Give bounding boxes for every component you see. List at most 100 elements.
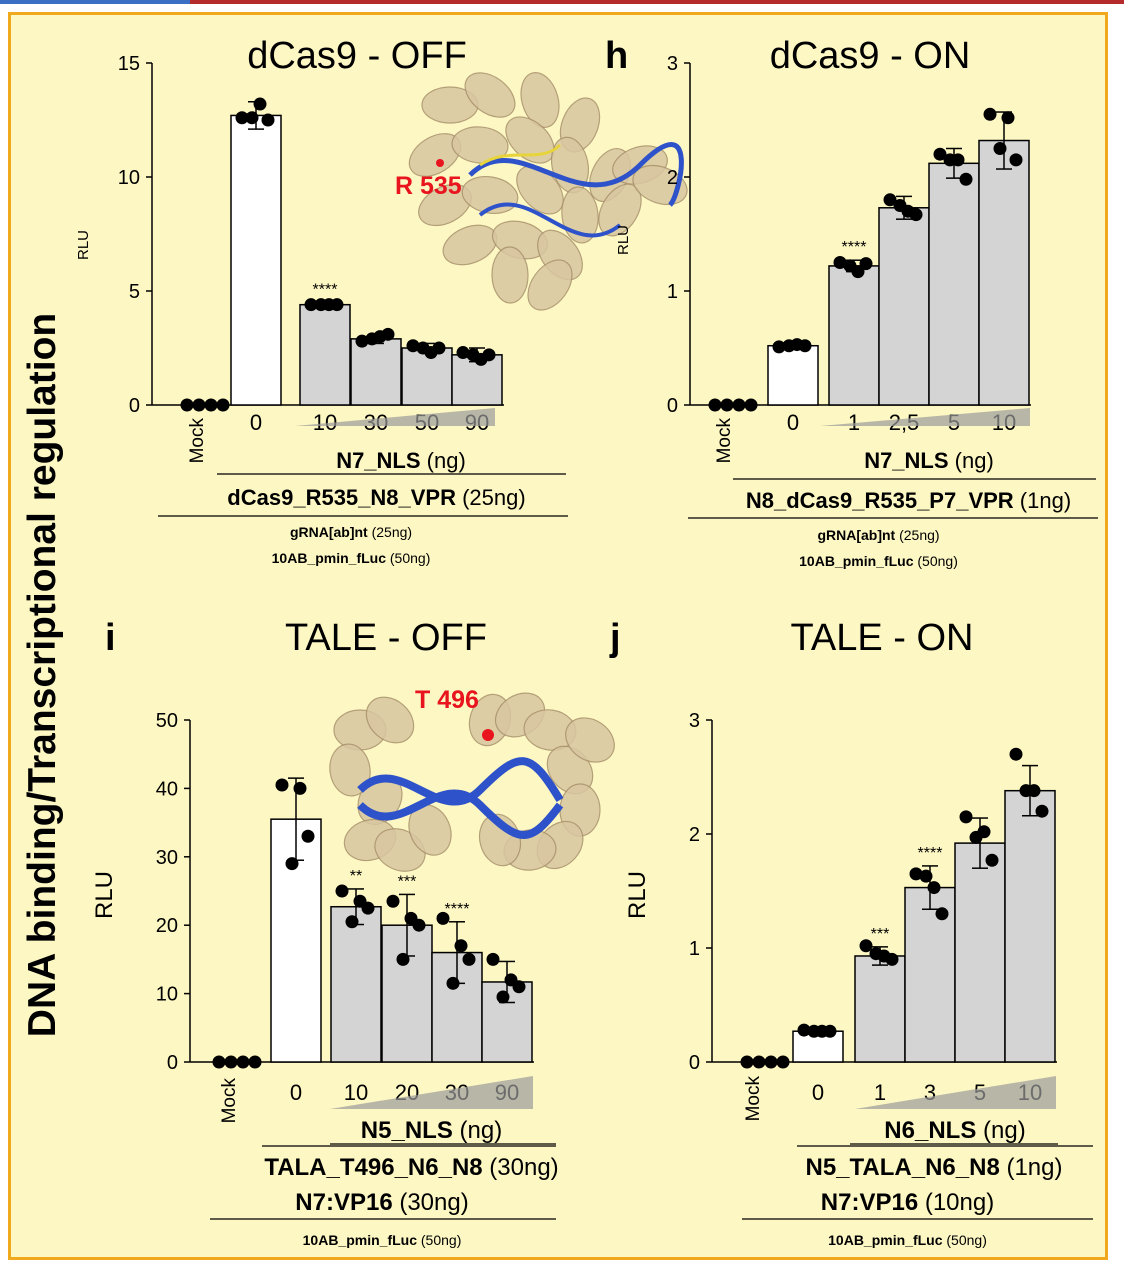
replicate-dot [732,398,746,412]
y-tick-label: 5 [129,281,140,303]
bar [299,303,351,406]
replicate-dot [993,142,1007,155]
replicate-dot [720,398,734,412]
bar [767,344,819,406]
y-tick-label: 0 [667,395,678,417]
replicate-dot [983,107,997,121]
replicate-dot [204,398,218,412]
nucleic-acid-strand [478,202,622,238]
chart-panel: TALE - ONj0123RLUMock0***1****3510N6_NLS… [609,617,1093,1248]
replicate-dot [245,111,259,125]
replicate-dot [335,884,349,898]
y-tick-label: 30 [156,847,178,869]
replicate-dot [935,907,949,921]
label-row-name: gRNA[ab]nt [817,527,899,543]
y-tick-label: 3 [689,710,700,732]
bar [230,114,282,406]
y-tick-label: 50 [156,710,178,732]
significance-label: *** [398,873,417,890]
replicate-dot [959,172,973,186]
replicate-dot [869,947,883,961]
replicate-dot [285,857,299,871]
panel-letter: j [609,617,621,659]
replicate-dot [708,398,722,412]
replicate-dot [192,398,206,412]
label-row-amount: (30ng) [399,1189,468,1216]
label-row-name: N7:VP16 [821,1189,925,1216]
replicate-dot [454,939,468,953]
replicate-dot [1019,784,1033,798]
label-row: 10AB_pmin_fLuc (50ng) [303,1232,462,1248]
label-row: dCas9_R535_N8_VPR (25ng) [227,485,525,510]
replicate-dot [843,259,857,273]
bar [792,1030,844,1063]
x-category-label: 0 [290,1080,302,1105]
replicate-dot [883,193,897,207]
replicate-dot [224,1055,238,1069]
label-row: 10AB_pmin_fLuc (50ng) [828,1232,987,1248]
protein-domain [527,259,573,311]
label-row: gRNA[ab]nt (25ng) [817,527,939,543]
x-category-label: 1 [874,1080,886,1105]
replicate-dot [446,976,460,990]
y-tick-label: 0 [167,1052,178,1074]
protein-domain [516,165,564,215]
residue-marker [482,729,494,741]
replicate-dot [909,867,923,881]
label-row-amount: (ng) [983,1117,1026,1144]
replicate-dot [823,1024,837,1038]
x-category-label: Mock [714,418,735,464]
y-axis-label: RLU [91,871,118,919]
replicate-dot [236,1055,250,1069]
dna-helix-strand [357,757,564,806]
y-axis-label: RLU [624,871,651,919]
y-axis-label: RLU [75,230,92,260]
replicate-dot [253,97,267,111]
replicate-dot [235,111,249,125]
y-tick-label: 0 [689,1052,700,1074]
x-category-label: Mock [219,1078,240,1124]
top-accent-blue [0,0,190,4]
replicate-dot [416,341,430,355]
label-row-name: N7_NLS [864,448,954,473]
y-tick-label: 1 [689,938,700,960]
replicate-dot [412,918,426,932]
x-category-label: 10 [344,1080,368,1105]
x-category-label: Mock [187,418,208,464]
replicate-dot [798,339,812,353]
replicate-dot [462,952,476,966]
replicate-dot [933,147,947,161]
structure-residue-label: R 535 [395,172,462,200]
x-category-label: 0 [250,410,262,435]
protein-domain [520,72,560,128]
top-accent-red [190,0,1124,4]
residue-marker [436,159,444,167]
replicate-dot [782,339,796,353]
replicate-dot [456,346,470,360]
replicate-dot [927,881,941,895]
replicate-dot [859,939,873,953]
replicate-dot [797,1023,811,1037]
replicate-dot [301,829,315,843]
replicate-dot [386,894,400,908]
replicate-dot [355,334,369,348]
replicate-dot [293,781,307,795]
y-tick-label: 0 [129,395,140,417]
replicate-dot [345,915,359,929]
replicate-dot [764,1055,778,1069]
replicate-dot [909,208,923,222]
y-tick-label: 10 [118,167,140,189]
label-row-amount: (ng) [460,1117,503,1144]
label-row-name: TALA_T496_N6_N8 [264,1154,489,1181]
significance-label: **** [842,239,867,256]
panel-letter: i [105,617,116,659]
label-row: gRNA[ab]nt (25ng) [290,524,412,540]
y-tick-label: 20 [156,915,178,937]
guide-rna-strand [479,143,562,167]
significance-label: **** [313,281,338,298]
label-row-amount: (50ng) [390,550,430,566]
bar [954,842,1006,1063]
replicate-dot [919,869,933,883]
